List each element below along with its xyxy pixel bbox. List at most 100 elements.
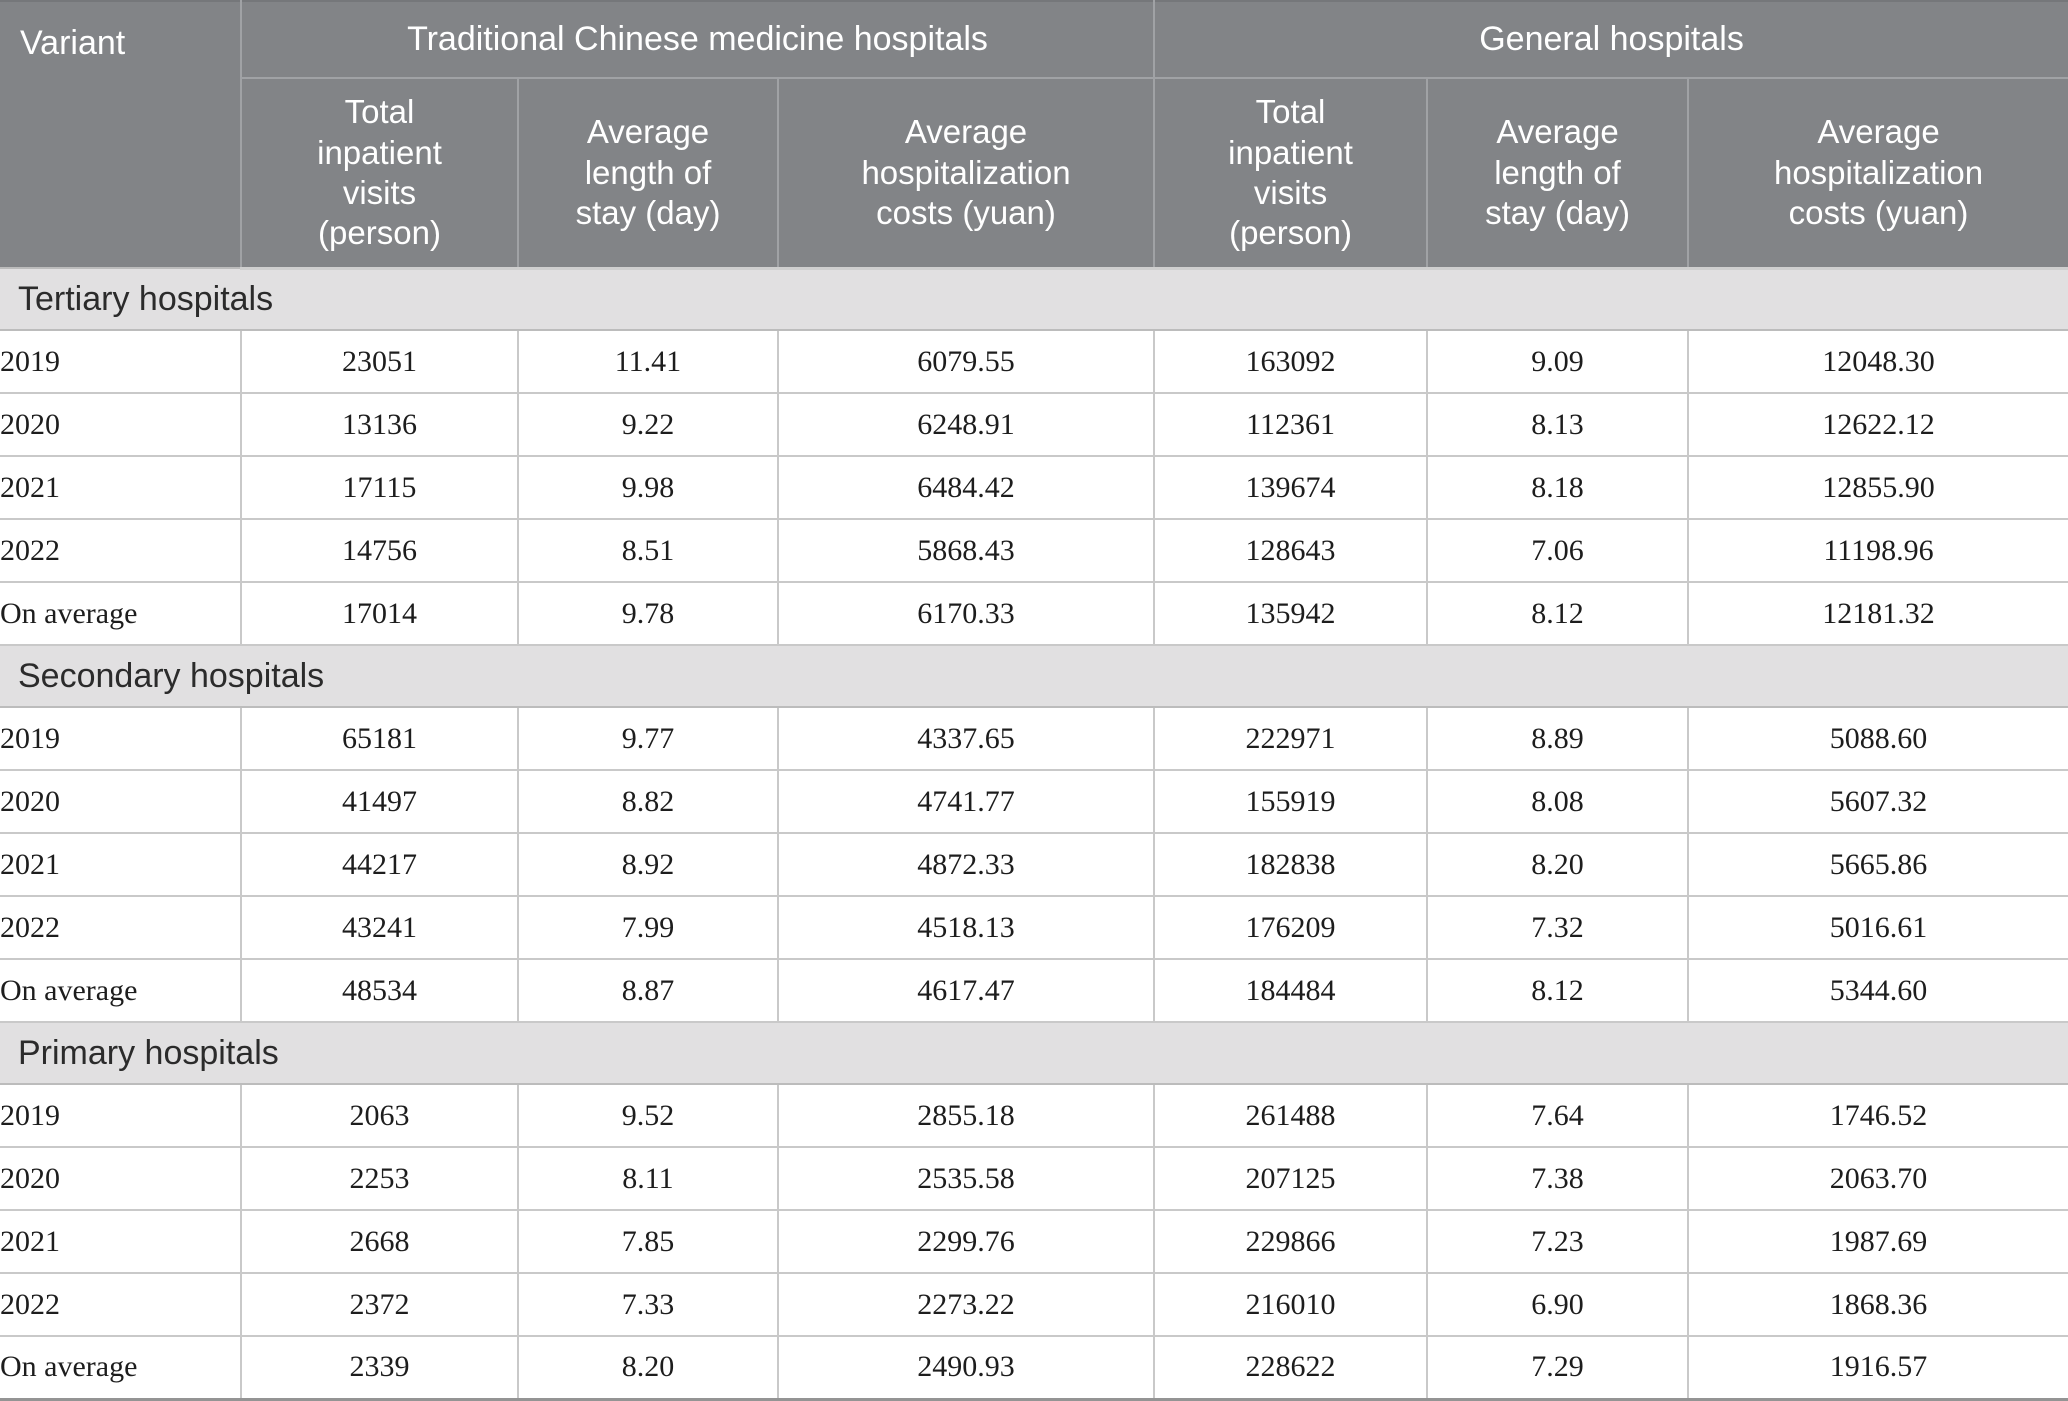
row-label: 2020 (0, 769, 242, 834)
data-cell: 9.78 (517, 581, 779, 646)
data-cell: 8.12 (1426, 958, 1690, 1023)
table-row: 2019 2063 9.52 2855.18 261488 7.64 1746.52 (0, 1083, 2068, 1148)
data-cell: 9.52 (517, 1083, 779, 1148)
section-title: Primary hospitals (0, 1021, 2068, 1085)
data-cell: 9.98 (517, 455, 779, 520)
data-cell: 228622 (1153, 1335, 1429, 1401)
data-cell: 48534 (240, 958, 519, 1023)
data-cell: 128643 (1153, 518, 1429, 583)
data-cell: 8.13 (1426, 392, 1690, 457)
data-cell: 7.64 (1426, 1083, 1690, 1148)
table-row: 2022 14756 8.51 5868.43 128643 7.06 11198.96 (0, 518, 2068, 583)
data-cell: 5607.32 (1687, 769, 2068, 834)
data-cell: 5016.61 (1687, 895, 2068, 960)
table-row: On average 2339 8.20 2490.93 228622 7.29 1916.… (0, 1335, 2068, 1401)
data-cell: 184484 (1153, 958, 1429, 1023)
column-header-general-average-hospitalization-costs: Average hospitalization costs (yuan) (1687, 78, 2068, 270)
table-row: 2021 17115 9.98 6484.42 139674 8.18 12855.90 (0, 455, 2068, 520)
row-label: 2020 (0, 1146, 242, 1211)
data-cell: 2855.18 (776, 1083, 1156, 1148)
table-row: On average 17014 9.78 6170.33 135942 8.12 1218… (0, 581, 2068, 646)
data-cell: 2299.76 (776, 1209, 1156, 1274)
data-cell: 4337.65 (776, 706, 1156, 771)
row-label: 2019 (0, 1083, 242, 1148)
section-title: Tertiary hospitals (0, 267, 2068, 331)
column-header-variant: Variant (0, 1, 242, 268)
data-cell: 1868.36 (1687, 1272, 2068, 1337)
data-cell: 2339 (240, 1335, 519, 1401)
data-cell: 229866 (1153, 1209, 1429, 1274)
data-cell: 2490.93 (776, 1335, 1156, 1401)
row-label: 2022 (0, 895, 242, 960)
data-cell: 7.23 (1426, 1209, 1690, 1274)
row-label: 2019 (0, 329, 242, 394)
data-cell: 6079.55 (776, 329, 1156, 394)
table-row: 2020 2253 8.11 2535.58 207125 7.38 2063.70 (0, 1146, 2068, 1211)
column-header-general-average-length-of-stay: Average length of stay (day) (1426, 78, 1689, 270)
data-cell: 176209 (1153, 895, 1429, 960)
table-row: 2022 2372 7.33 2273.22 216010 6.90 1868.36 (0, 1272, 2068, 1337)
data-cell: 8.89 (1426, 706, 1690, 771)
row-label: On average (0, 581, 242, 646)
data-cell: 65181 (240, 706, 519, 771)
data-cell: 7.32 (1426, 895, 1690, 960)
row-label: 2022 (0, 1272, 242, 1337)
data-cell: 11198.96 (1687, 518, 2068, 583)
data-cell: 6484.42 (776, 455, 1156, 520)
data-cell: 112361 (1153, 392, 1429, 457)
data-cell: 2668 (240, 1209, 519, 1274)
row-label: 2021 (0, 1209, 242, 1274)
section-title: Secondary hospitals (0, 644, 2068, 708)
data-cell: 8.11 (517, 1146, 779, 1211)
data-cell: 7.06 (1426, 518, 1690, 583)
table-row: On average 48534 8.87 4617.47 184484 8.12 5344… (0, 958, 2068, 1023)
row-label: 2021 (0, 832, 242, 897)
row-label: On average (0, 958, 242, 1023)
data-cell: 4872.33 (776, 832, 1156, 897)
table-row: 2019 65181 9.77 4337.65 222971 8.89 5088.60 (0, 706, 2068, 771)
row-label: 2022 (0, 518, 242, 583)
data-cell: 5088.60 (1687, 706, 2068, 771)
data-cell: 6248.91 (776, 392, 1156, 457)
row-label: 2019 (0, 706, 242, 771)
data-cell: 135942 (1153, 581, 1429, 646)
row-label: On average (0, 1335, 242, 1401)
table-row: 2021 2668 7.85 2299.76 229866 7.23 1987.69 (0, 1209, 2068, 1274)
data-cell: 1987.69 (1687, 1209, 2068, 1274)
data-cell: 2273.22 (776, 1272, 1156, 1337)
data-cell: 4518.13 (776, 895, 1156, 960)
column-header-general-total-inpatient-visits: Total inpatient visits (person) (1153, 78, 1428, 270)
column-header-tcm-average-hospitalization-costs: Average hospitalization costs (yuan) (776, 78, 1155, 270)
data-cell: 5344.60 (1687, 958, 2068, 1023)
section-row: Secondary hospitals (0, 644, 2068, 708)
data-cell: 2253 (240, 1146, 519, 1211)
data-cell: 7.99 (517, 895, 779, 960)
data-cell: 12181.32 (1687, 581, 2068, 646)
data-cell: 7.33 (517, 1272, 779, 1337)
data-cell: 8.12 (1426, 581, 1690, 646)
data-cell: 9.22 (517, 392, 779, 457)
table-body: Tertiary hospitals 2019 23051 11.41 6079.55 1… (0, 267, 2068, 1401)
data-cell: 8.51 (517, 518, 779, 583)
data-cell: 2063 (240, 1083, 519, 1148)
data-cell: 8.92 (517, 832, 779, 897)
table-row: 2019 23051 11.41 6079.55 163092 9.09 12048.30 (0, 329, 2068, 394)
group-header-row: Variant Traditional Chinese medicine hos… (0, 1, 2068, 268)
data-cell: 207125 (1153, 1146, 1429, 1211)
data-cell: 13136 (240, 392, 519, 457)
data-cell: 4617.47 (776, 958, 1156, 1023)
data-cell: 8.20 (1426, 832, 1690, 897)
table-row: 2020 41497 8.82 4741.77 155919 8.08 5607.32 (0, 769, 2068, 834)
data-cell: 44217 (240, 832, 519, 897)
group-header-tcm-hospitals: Traditional Chinese medicine hospitals (241, 1, 1155, 79)
row-label: 2021 (0, 455, 242, 520)
data-cell: 4741.77 (776, 769, 1156, 834)
data-cell: 7.85 (517, 1209, 779, 1274)
group-header-general-hospitals: General hospitals (1153, 1, 2068, 79)
data-cell: 11.41 (517, 329, 779, 394)
data-cell: 163092 (1153, 329, 1429, 394)
data-cell: 41497 (240, 769, 519, 834)
table-row: 2021 44217 8.92 4872.33 182838 8.20 5665.86 (0, 832, 2068, 897)
data-cell: 8.20 (517, 1335, 779, 1401)
